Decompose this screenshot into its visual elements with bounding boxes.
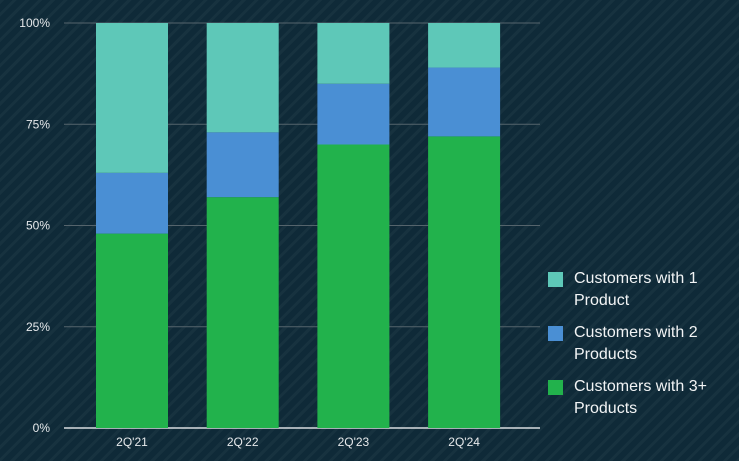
y-tick-label: 50% xyxy=(26,219,50,233)
bar-segment xyxy=(317,83,390,145)
y-axis-ticks: 0% 25% 50% 75% 100% xyxy=(19,16,50,435)
legend-item-3plus-products: Customers with 3+ Products xyxy=(548,376,733,420)
legend-item-1-product: Customers with 1 Product xyxy=(548,268,733,312)
legend-label-3plus-products: Customers with 3+ Products xyxy=(574,378,707,417)
bar-segment xyxy=(206,132,279,198)
bar-segment xyxy=(428,67,501,137)
x-tick-label: 2Q'22 xyxy=(227,435,259,449)
x-axis-ticks: 2Q'21 2Q'22 2Q'23 2Q'24 xyxy=(116,435,480,449)
legend-swatch-1-product xyxy=(548,272,563,287)
x-tick-label: 2Q'21 xyxy=(116,435,148,449)
bar-segment xyxy=(96,23,168,173)
x-tick-label: 2Q'24 xyxy=(448,435,480,449)
legend-item-2-products: Customers with 2 Products xyxy=(548,322,733,366)
legend-swatch-3plus-products xyxy=(548,380,563,395)
bar-segment xyxy=(317,144,390,428)
bar-segment xyxy=(317,23,390,84)
legend-label-1-product: Customers with 1 Product xyxy=(574,270,698,309)
y-tick-label: 75% xyxy=(26,117,50,131)
legend-swatch-2-products xyxy=(548,326,563,341)
bar-segment xyxy=(96,172,168,234)
legend-label-2-products: Customers with 2 Products xyxy=(574,324,698,363)
bar-segment xyxy=(96,233,168,428)
chart-legend: Customers with 1 Product Customers with … xyxy=(548,268,733,430)
y-tick-label: 0% xyxy=(33,421,51,435)
x-tick-label: 2Q'23 xyxy=(338,435,370,449)
bar-segment xyxy=(428,23,501,68)
bar-segment xyxy=(206,197,279,428)
bar-segment xyxy=(428,136,501,428)
y-tick-label: 25% xyxy=(26,320,50,334)
y-tick-label: 100% xyxy=(19,16,50,30)
bar-segment xyxy=(206,23,279,133)
bars xyxy=(96,23,501,428)
